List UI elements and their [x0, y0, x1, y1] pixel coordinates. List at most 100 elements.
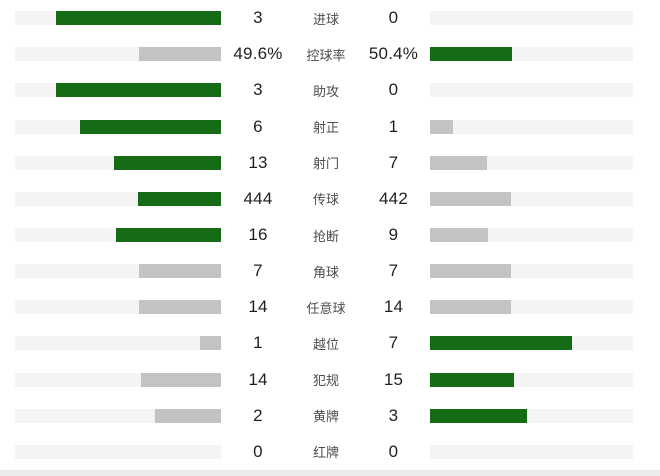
stat-row: 3 进球 0 [0, 0, 660, 36]
home-bar-track [15, 300, 221, 315]
away-stat-value: 14 [383, 297, 404, 317]
bottom-divider [0, 470, 660, 476]
away-bar-track [430, 264, 633, 279]
away-bar-cell [425, 191, 660, 206]
stat-label: 抢断 [312, 228, 339, 244]
away-bar-track [430, 300, 633, 315]
away-bar-cell [425, 300, 660, 315]
home-bar-fill [115, 228, 221, 243]
stat-label: 射门 [312, 156, 339, 172]
home-bar-fill [138, 300, 221, 315]
stat-label: 进球 [312, 11, 339, 27]
home-bar-track [15, 408, 221, 423]
home-bar-track [15, 264, 221, 279]
stat-label: 助攻 [312, 83, 339, 99]
away-bar-track [430, 11, 633, 26]
away-bar-track [430, 155, 633, 170]
home-stat-value: 1 [253, 333, 263, 353]
home-bar-track [15, 191, 221, 206]
away-stat-value: 0 [388, 8, 399, 28]
away-stat-value: 442 [379, 188, 408, 208]
away-bar-fill [430, 372, 514, 387]
stat-row: 444 传球 442 [0, 181, 660, 217]
home-bar-track [15, 83, 221, 98]
home-stat-value: 2 [253, 405, 263, 425]
away-stat-value: 15 [383, 369, 404, 389]
home-bar-cell [0, 191, 226, 206]
stat-label: 角球 [312, 264, 339, 280]
away-stat-value: 0 [388, 80, 399, 100]
stat-row: 1 越位 7 [0, 325, 660, 361]
away-bar-cell [425, 83, 660, 98]
away-bar-track [430, 372, 633, 387]
stat-row: 6 射正 1 [0, 108, 660, 144]
away-bar-track [430, 83, 633, 98]
away-bar-track [430, 228, 633, 243]
home-stat-value: 14 [248, 369, 268, 389]
home-stat-value: 0 [253, 441, 263, 461]
away-bar-cell [425, 47, 660, 62]
away-bar-fill [430, 300, 512, 315]
away-bar-cell [425, 11, 660, 26]
home-stat-value: 13 [248, 152, 268, 172]
away-bar-cell [425, 408, 660, 423]
home-bar-cell [0, 336, 226, 351]
away-bar-cell [425, 228, 660, 243]
home-bar-cell [0, 119, 226, 134]
stat-row: 16 抢断 9 [0, 217, 660, 253]
away-bar-cell [425, 444, 660, 459]
away-stat-value: 3 [388, 405, 399, 425]
home-bar-fill [56, 11, 221, 26]
stat-row: 14 犯规 15 [0, 362, 660, 398]
home-bar-fill [139, 47, 221, 62]
home-bar-track [15, 47, 221, 62]
home-stat-value: 49.6% [233, 44, 283, 64]
away-bar-fill [430, 47, 512, 62]
stat-label: 越位 [312, 336, 339, 352]
home-bar-fill [138, 264, 221, 279]
home-stat-value: 6 [253, 116, 263, 136]
home-bar-cell [0, 300, 226, 315]
stat-label: 控球率 [306, 47, 346, 63]
away-bar-track [430, 408, 633, 423]
away-bar-fill [430, 155, 487, 170]
away-bar-track [430, 444, 633, 459]
home-stat-value: 16 [248, 225, 268, 245]
home-bar-track [15, 372, 221, 387]
away-bar-cell [425, 155, 660, 170]
stat-label: 任意球 [306, 300, 346, 316]
home-bar-fill [155, 408, 221, 423]
home-bar-track [15, 444, 221, 459]
home-bar-cell [0, 11, 226, 26]
away-bar-cell [425, 119, 660, 134]
away-stat-value: 1 [388, 116, 399, 136]
home-bar-fill [79, 119, 221, 134]
home-bar-track [15, 119, 221, 134]
home-bar-fill [56, 83, 221, 98]
stat-row: 3 助攻 0 [0, 72, 660, 108]
home-bar-track [15, 336, 221, 351]
home-bar-cell [0, 47, 226, 62]
home-bar-fill [113, 155, 221, 170]
away-bar-track [430, 47, 633, 62]
away-bar-track [430, 119, 633, 134]
away-bar-fill [430, 228, 489, 243]
away-stat-value: 7 [388, 152, 399, 172]
away-stat-value: 7 [388, 333, 399, 353]
away-bar-cell [425, 336, 660, 351]
stat-label: 射正 [312, 120, 339, 136]
stat-label: 黄牌 [312, 409, 339, 425]
stat-row: 2 黄牌 3 [0, 398, 660, 434]
away-stat-value: 50.4% [368, 44, 419, 64]
home-stat-value: 3 [253, 8, 263, 28]
away-stat-value: 0 [388, 441, 399, 461]
home-stat-value: 444 [243, 188, 273, 208]
home-bar-track [15, 155, 221, 170]
home-bar-cell [0, 228, 226, 243]
home-stat-value: 3 [253, 80, 263, 100]
stat-label: 红牌 [312, 445, 339, 461]
home-stat-value: 7 [253, 261, 263, 281]
stat-label: 犯规 [312, 373, 339, 389]
